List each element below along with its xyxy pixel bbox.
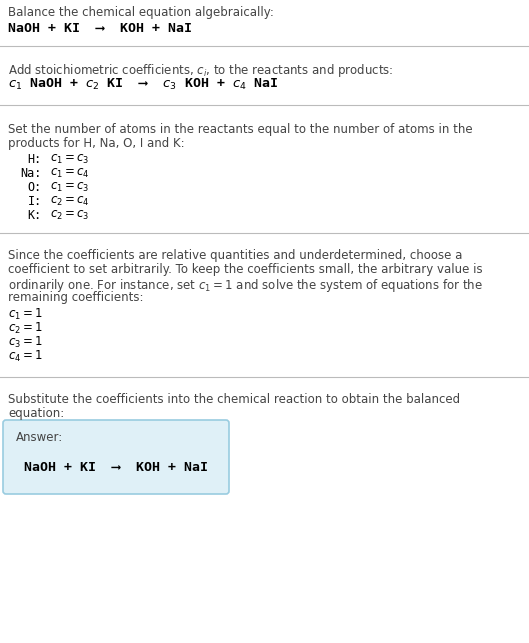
Text: $c_1 = c_3$: $c_1 = c_3$ bbox=[50, 153, 89, 166]
Text: coefficient to set arbitrarily. To keep the coefficients small, the arbitrary va: coefficient to set arbitrarily. To keep … bbox=[8, 263, 482, 276]
Text: Answer:: Answer: bbox=[16, 431, 63, 444]
Text: $c_3 = 1$: $c_3 = 1$ bbox=[8, 335, 43, 350]
Text: remaining coefficients:: remaining coefficients: bbox=[8, 291, 143, 304]
Text: $c_1 = 1$: $c_1 = 1$ bbox=[8, 307, 43, 322]
Text: $c_1 = c_3$: $c_1 = c_3$ bbox=[50, 181, 89, 194]
Text: Add stoichiometric coefficients, $c_i$, to the reactants and products:: Add stoichiometric coefficients, $c_i$, … bbox=[8, 62, 394, 79]
Text: Set the number of atoms in the reactants equal to the number of atoms in the: Set the number of atoms in the reactants… bbox=[8, 123, 472, 136]
Text: Since the coefficients are relative quantities and underdetermined, choose a: Since the coefficients are relative quan… bbox=[8, 249, 462, 262]
Text: NaOH + KI  ⟶  KOH + NaI: NaOH + KI ⟶ KOH + NaI bbox=[8, 22, 192, 35]
Text: $c_1 = c_4$: $c_1 = c_4$ bbox=[50, 167, 90, 180]
Text: $c_2 = c_3$: $c_2 = c_3$ bbox=[50, 209, 89, 222]
Text: NaOH + KI  ⟶  KOH + NaI: NaOH + KI ⟶ KOH + NaI bbox=[24, 461, 208, 474]
Text: products for H, Na, O, I and K:: products for H, Na, O, I and K: bbox=[8, 137, 185, 150]
Text: equation:: equation: bbox=[8, 407, 64, 420]
FancyBboxPatch shape bbox=[3, 420, 229, 494]
Text: $c_2 = 1$: $c_2 = 1$ bbox=[8, 321, 43, 336]
Text: I:: I: bbox=[28, 195, 42, 208]
Text: $c_4 = 1$: $c_4 = 1$ bbox=[8, 349, 43, 364]
Text: Balance the chemical equation algebraically:: Balance the chemical equation algebraica… bbox=[8, 6, 274, 19]
Text: $c_1$ NaOH + $c_2$ KI  ⟶  $c_3$ KOH + $c_4$ NaI: $c_1$ NaOH + $c_2$ KI ⟶ $c_3$ KOH + $c_4… bbox=[8, 77, 278, 92]
Text: K:: K: bbox=[28, 209, 42, 222]
Text: O:: O: bbox=[28, 181, 42, 194]
Text: Substitute the coefficients into the chemical reaction to obtain the balanced: Substitute the coefficients into the che… bbox=[8, 393, 460, 406]
Text: H:: H: bbox=[28, 153, 42, 166]
Text: Na:: Na: bbox=[21, 167, 42, 180]
Text: $c_2 = c_4$: $c_2 = c_4$ bbox=[50, 195, 90, 208]
Text: ordinarily one. For instance, set $c_1 = 1$ and solve the system of equations fo: ordinarily one. For instance, set $c_1 =… bbox=[8, 277, 483, 294]
